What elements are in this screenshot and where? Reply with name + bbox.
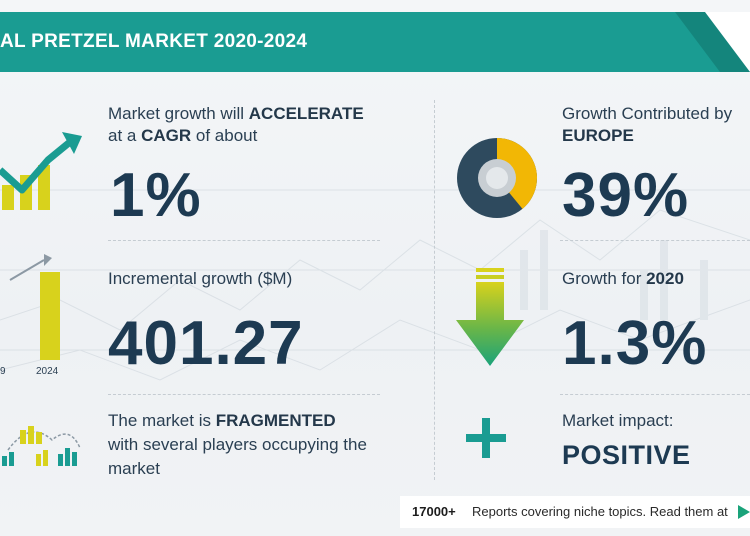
cagr-label-line1: Market growth will ACCELERATE bbox=[108, 104, 364, 123]
bar-comparison-icon bbox=[9, 254, 60, 360]
cagr-label-line2: at a CAGR of about bbox=[108, 126, 258, 145]
yoy-label: Growth for 2020 bbox=[562, 269, 684, 288]
region-name: EUROPE bbox=[562, 126, 634, 145]
footer-text: Reports covering niche topics. Read them… bbox=[472, 504, 728, 519]
row-divider bbox=[560, 240, 750, 241]
yoy-value: 1.3% bbox=[562, 309, 708, 378]
donut-chart-icon bbox=[457, 138, 537, 218]
fragmented-label-line2: with several players occupying the bbox=[108, 435, 367, 454]
region-share-value: 39% bbox=[562, 161, 690, 230]
incremental-growth-label: Incremental growth ($M) bbox=[108, 269, 293, 288]
background-chart-decoration bbox=[0, 189, 750, 381]
fragmented-label-line1: The market is FRAGMENTED bbox=[108, 411, 336, 430]
header-banner-shape bbox=[0, 12, 750, 72]
region-label: Growth Contributed by bbox=[562, 104, 733, 123]
logo-icon bbox=[738, 505, 750, 519]
fragmented-label-line3: market bbox=[108, 459, 160, 478]
incremental-growth-value: 401.27 bbox=[108, 309, 304, 378]
cagr-value: 1% bbox=[110, 161, 202, 230]
header-banner: AL PRETZEL MARKET 2020-2024 bbox=[0, 12, 750, 72]
tick-label: 9 bbox=[0, 366, 6, 377]
report-count: 17000+ bbox=[412, 504, 456, 519]
down-arrow-icon bbox=[456, 268, 524, 366]
growth-chart-icon bbox=[0, 132, 82, 210]
footer-banner: 17000+ Reports covering niche topics. Re… bbox=[400, 496, 750, 528]
row-divider bbox=[560, 394, 750, 395]
column-divider bbox=[434, 100, 435, 480]
donut-slice-europe bbox=[497, 138, 537, 209]
tick-label: 2024 bbox=[36, 366, 59, 377]
row-divider bbox=[108, 394, 380, 395]
row-divider bbox=[108, 240, 380, 241]
plus-icon bbox=[466, 418, 506, 458]
market-players-icon bbox=[2, 426, 81, 466]
impact-label: Market impact: bbox=[562, 411, 674, 430]
impact-value: POSITIVE bbox=[562, 440, 691, 470]
page-title: AL PRETZEL MARKET 2020-2024 bbox=[0, 31, 308, 52]
